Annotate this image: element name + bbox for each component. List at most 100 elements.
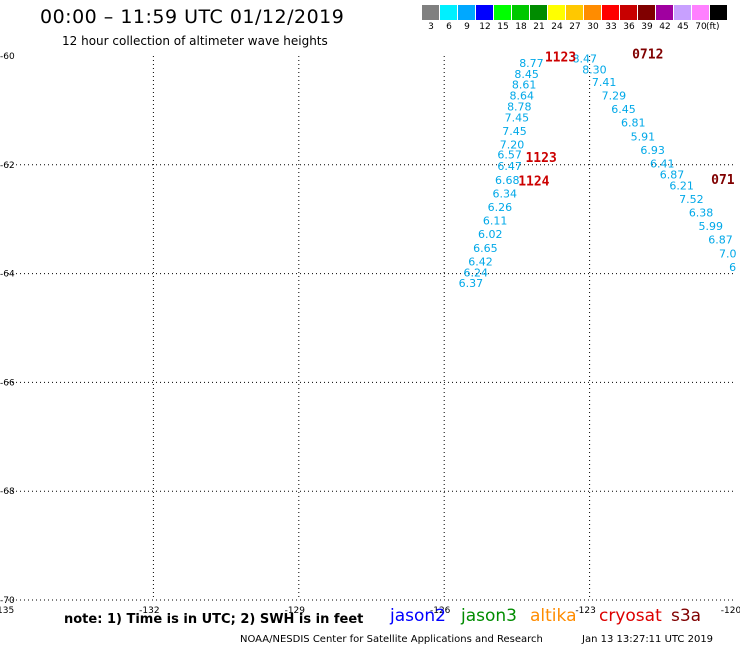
pass-time-label: 0712 xyxy=(632,48,663,63)
wave-height-value: 7.0 xyxy=(719,247,737,260)
lon-tick-label: -120 xyxy=(721,606,740,616)
scale-label: 70 xyxy=(695,22,707,32)
wave-height-value: 6.38 xyxy=(689,206,714,219)
scale-label: 6 xyxy=(446,22,452,32)
satellite-legend-altika: altika xyxy=(530,606,577,626)
scale-label: 18 xyxy=(515,22,527,32)
scale-swatch xyxy=(602,5,619,20)
scale-label: 3 xyxy=(428,22,434,32)
scale-swatch xyxy=(530,5,547,20)
wave-height-value: 6.57 xyxy=(497,148,522,161)
wave-height-value: 6.87 xyxy=(708,234,733,247)
wave-height-value: 7.29 xyxy=(602,90,627,103)
scale-label: 39 xyxy=(641,22,653,32)
scale-label: 30 xyxy=(587,22,599,32)
pass-time-label: 1124 xyxy=(518,174,549,189)
map-subtitle: 12 hour collection of altimeter wave hei… xyxy=(62,34,328,48)
scale-label: 24 xyxy=(551,22,563,32)
satellite-legend-jason2: jason2 xyxy=(390,606,446,626)
wave-height-value: 6.93 xyxy=(640,144,665,157)
lat-tick-label: -64 xyxy=(0,270,15,280)
credit-line: NOAA/NESDIS Center for Satellite Applica… xyxy=(240,634,543,645)
scale-label: 33 xyxy=(605,22,617,32)
wave-height-value: 6.37 xyxy=(459,277,484,290)
wave-height-value: 6 xyxy=(729,261,736,274)
wave-height-value: 6.68 xyxy=(495,174,520,187)
wave-height-value: 7.41 xyxy=(592,76,617,89)
wave-height-value: 8.61 xyxy=(512,79,537,92)
wave-height-value: 7.45 xyxy=(505,111,530,124)
scale-swatch xyxy=(476,5,493,20)
wave-height-value: 8.78 xyxy=(507,100,532,113)
lat-tick-label: -66 xyxy=(0,378,15,388)
generated-timestamp: Jan 13 13:27:11 UTC 2019 xyxy=(582,634,714,645)
lat-tick-label: -70 xyxy=(0,596,15,606)
wave-height-value: 5.91 xyxy=(631,130,656,143)
scale-label: 42 xyxy=(659,22,671,32)
lon-tick-label: -129 xyxy=(285,606,306,616)
wave-height-value: 7.20 xyxy=(500,138,525,151)
wave-height-value: 7.45 xyxy=(502,125,527,138)
scale-label: 45 xyxy=(677,22,689,32)
wave-height-value: 6.47 xyxy=(497,160,522,173)
scale-unit: (ft) xyxy=(706,22,720,32)
wave-height-value: 8.64 xyxy=(509,90,534,103)
scale-label: 21 xyxy=(533,22,545,32)
map-title: 00:00 – 11:59 UTC 01/12/2019 xyxy=(40,6,345,28)
wave-height-value: 8.30 xyxy=(582,63,607,76)
pass-time-label: 071 xyxy=(711,173,735,188)
lat-tick-label: -60 xyxy=(0,52,15,62)
pass-time-label: 1123 xyxy=(545,50,576,65)
wave-height-value: 8.77 xyxy=(519,57,544,70)
lon-tick-label: -126 xyxy=(430,606,451,616)
satellite-legend-jason3: jason3 xyxy=(461,606,517,626)
scale-swatch xyxy=(710,5,727,20)
lat-tick-label: -68 xyxy=(0,487,15,497)
satellite-legend-cryosat: cryosat xyxy=(599,606,662,626)
scale-swatch xyxy=(692,5,709,20)
lat-tick-label: -62 xyxy=(0,161,15,171)
scale-swatch xyxy=(494,5,511,20)
scale-swatch xyxy=(548,5,565,20)
scale-swatch xyxy=(638,5,655,20)
wave-height-value: 6.41 xyxy=(650,158,675,171)
wave-height-value: 6.45 xyxy=(611,103,636,116)
scale-swatch xyxy=(674,5,691,20)
wave-height-value: 5.99 xyxy=(699,220,724,233)
wave-height-value: 6.21 xyxy=(669,179,694,192)
scale-swatch xyxy=(440,5,457,20)
wave-height-value: 6.87 xyxy=(660,168,685,181)
scale-label: 36 xyxy=(623,22,635,32)
wave-height-value: 6.24 xyxy=(463,266,488,279)
wave-height-value: 6.11 xyxy=(483,215,508,228)
wave-height-value: 6.65 xyxy=(473,242,498,255)
wave-height-value: 7.52 xyxy=(679,193,704,206)
wave-height-value: 8.45 xyxy=(514,68,539,81)
lon-tick-label: -135 xyxy=(0,606,14,616)
satellite-legend-s3a: s3a xyxy=(671,606,702,626)
footer-note: note: 1) Time is in UTC; 2) SWH is in fe… xyxy=(64,612,364,627)
altimeter-tracks: 8.778.458.618.648.787.457.457.206.576.47… xyxy=(459,53,737,291)
pass-time-label: 1123 xyxy=(525,151,556,166)
lon-tick-label: -123 xyxy=(575,606,595,616)
wave-height-value: 6.81 xyxy=(621,117,646,130)
wave-height-value: 6.42 xyxy=(468,255,493,268)
scale-label: 12 xyxy=(479,22,491,32)
scale-label: 15 xyxy=(497,22,509,32)
scale-swatch xyxy=(512,5,529,20)
lon-tick-label: -132 xyxy=(139,606,159,616)
scale-swatch xyxy=(584,5,601,20)
wave-height-value: 6.26 xyxy=(488,201,513,214)
pass-time-labels: 1123 0712 1123 1124 071 xyxy=(518,48,735,190)
scale-swatch xyxy=(422,5,439,20)
scale-swatch xyxy=(458,5,475,20)
graticule xyxy=(8,56,735,601)
scale-swatch xyxy=(656,5,673,20)
scale-swatch xyxy=(566,5,583,20)
axis-tick-labels: -135 -132 -129 -126 -123 -120 -60 -62 -64 -66 -68 -… xyxy=(0,52,740,616)
wave-height-value: 6.02 xyxy=(478,228,503,241)
scale-swatch xyxy=(620,5,637,20)
wave-height-value: 8.47 xyxy=(573,53,598,66)
wave-height-value: 6.34 xyxy=(493,187,518,200)
scale-label: 27 xyxy=(569,22,581,32)
